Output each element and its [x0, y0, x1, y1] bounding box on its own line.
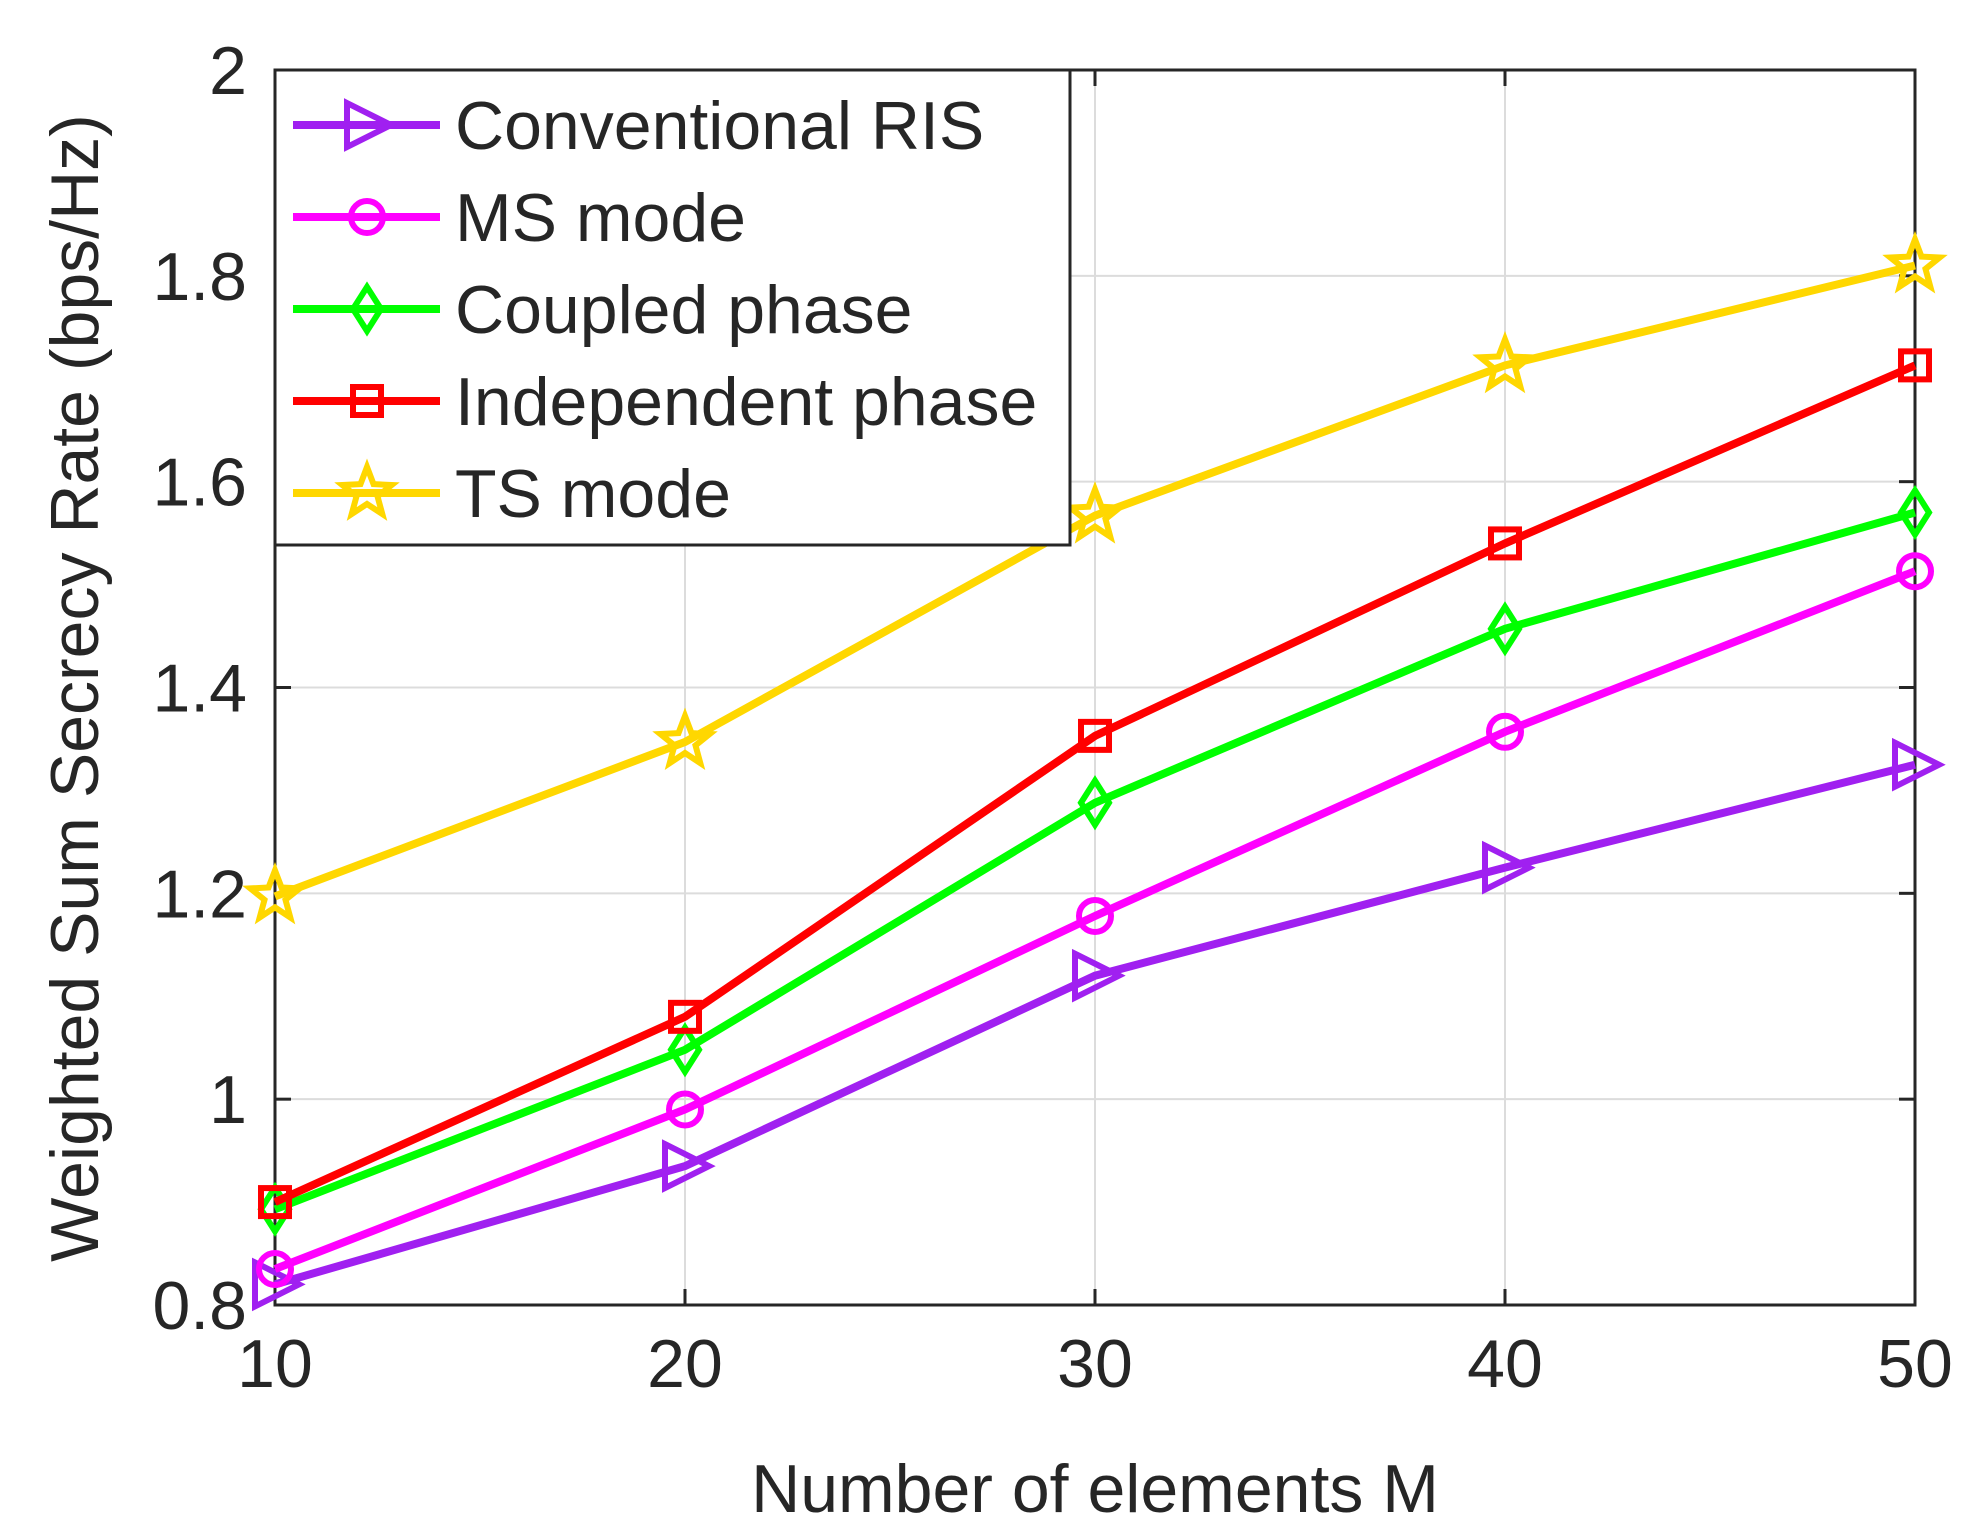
y-tick-label: 1.6: [152, 445, 247, 521]
data-point-ms-mode: [666, 1090, 704, 1129]
data-point-ms-mode: [256, 1249, 294, 1288]
data-point-independent-phase: [668, 999, 702, 1034]
data-point-independent-phase: [1488, 526, 1522, 561]
series-lines: [242, 231, 1948, 1312]
legend-marker-ms-mode: [348, 198, 386, 236]
series-independent-phase: [258, 348, 1932, 1220]
series-line-ts-mode: [273, 261, 1916, 901]
x-tick-label: 20: [647, 1326, 723, 1402]
legend-label-conventional-ris: Conventional RIS: [455, 88, 984, 164]
x-tick-label: 40: [1467, 1326, 1543, 1402]
data-point-coupled-phase: [1077, 775, 1113, 831]
data-point-ms-mode: [1896, 552, 1934, 591]
legend-marker-coupled-phase: [349, 281, 385, 337]
data-point-ms-mode: [1486, 712, 1524, 751]
data-point-ts-mode: [652, 707, 718, 770]
series-conventional-ris: [252, 737, 1946, 1312]
data-point-ts-mode: [1472, 330, 1538, 394]
data-point-conventional-ris: [252, 1257, 306, 1312]
series-line-coupled-phase: [273, 508, 1917, 1214]
legend-marker-conventional-ris: [344, 98, 398, 152]
data-point-independent-phase: [1898, 348, 1932, 383]
series-coupled-phase: [257, 484, 1933, 1237]
series-ts-mode: [242, 231, 1948, 925]
legend: Conventional RIS MS mode Coupled phase Inde…: [273, 68, 1072, 547]
x-tick-label: 30: [1057, 1326, 1133, 1402]
legend-marker-ts-mode: [334, 458, 400, 521]
x-axis-label: Number of elements M: [751, 1451, 1439, 1525]
data-point-coupled-phase: [667, 1022, 703, 1078]
series-line-independent-phase: [273, 361, 1917, 1206]
legend-item-independent-phase: Independent phase: [293, 364, 1037, 440]
legend-marker-independent-phase: [350, 384, 384, 418]
data-point-ts-mode: [1062, 481, 1128, 544]
data-point-ts-mode: [242, 861, 308, 925]
axis-ticks: 10 20 30 40 50 0.8 1 1.2 1.4 1.6 1.8 2: [152, 33, 1952, 1402]
x-tick-label: 50: [1877, 1326, 1953, 1402]
legend-item-conventional-ris: Conventional RIS: [293, 88, 984, 164]
legend-label-ms-mode: MS mode: [455, 180, 746, 256]
series-line-ms-mode: [273, 567, 1917, 1273]
y-tick-label: 1.4: [152, 651, 247, 727]
y-tick-label: 0.8: [152, 1268, 247, 1344]
series-line-conventional-ris: [273, 760, 1916, 1289]
legend-label-coupled-phase: Coupled phase: [455, 272, 912, 348]
data-point-coupled-phase: [1897, 484, 1933, 541]
y-tick-label: 1: [209, 1062, 247, 1138]
data-point-independent-phase: [258, 1185, 292, 1220]
data-point-conventional-ris: [662, 1139, 716, 1193]
y-tick-label: 1.2: [152, 856, 247, 932]
legend-item-ts-mode: TS mode: [293, 456, 731, 532]
y-tick-label: 2: [209, 33, 247, 109]
legend-item-ms-mode: MS mode: [293, 180, 746, 256]
data-point-coupled-phase: [1487, 601, 1523, 657]
data-point-conventional-ris: [1072, 948, 1126, 1003]
y-axis-label: Weighted Sum Secrecy Rate (bps/Hz): [37, 114, 113, 1262]
data-point-ms-mode: [1076, 896, 1114, 935]
legend-item-coupled-phase: Coupled phase: [293, 272, 912, 348]
x-tick-label: 10: [237, 1326, 313, 1402]
data-point-ts-mode: [1882, 231, 1948, 294]
y-tick-label: 1.8: [152, 239, 247, 315]
data-point-independent-phase: [1078, 718, 1112, 753]
legend-label-ts-mode: TS mode: [455, 456, 731, 532]
legend-label-independent-phase: Independent phase: [455, 364, 1037, 440]
data-point-conventional-ris: [1892, 737, 1946, 792]
series-ms-mode: [256, 552, 1934, 1288]
data-point-conventional-ris: [1482, 840, 1536, 895]
